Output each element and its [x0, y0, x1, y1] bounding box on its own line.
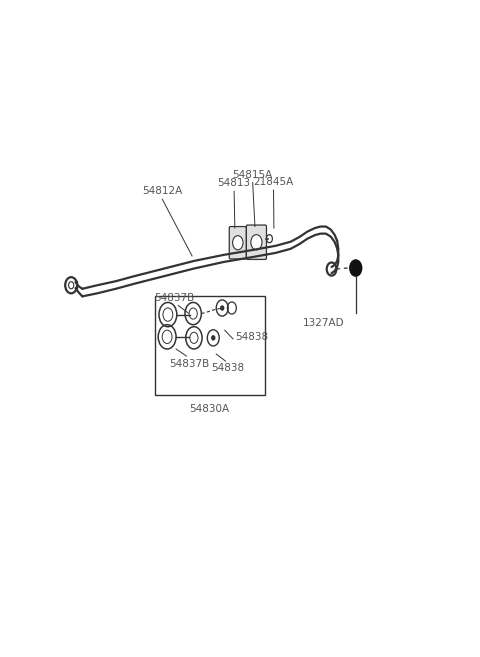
FancyBboxPatch shape: [246, 225, 266, 260]
Text: 54815A: 54815A: [233, 170, 273, 180]
Circle shape: [251, 235, 262, 250]
Circle shape: [221, 306, 224, 310]
Bar: [155, 296, 264, 395]
Text: 54837B: 54837B: [169, 359, 210, 369]
Text: 54837B: 54837B: [155, 294, 195, 304]
Text: 54813: 54813: [217, 178, 251, 188]
FancyBboxPatch shape: [229, 227, 246, 259]
Circle shape: [233, 236, 243, 250]
Text: 54830A: 54830A: [190, 404, 230, 414]
Circle shape: [350, 260, 362, 276]
Text: 21845A: 21845A: [253, 177, 294, 187]
Text: 54838: 54838: [211, 363, 244, 373]
Circle shape: [212, 336, 215, 340]
Text: 1327AD: 1327AD: [303, 317, 345, 328]
Text: 54838: 54838: [235, 332, 268, 342]
Text: 54812A: 54812A: [142, 186, 182, 196]
